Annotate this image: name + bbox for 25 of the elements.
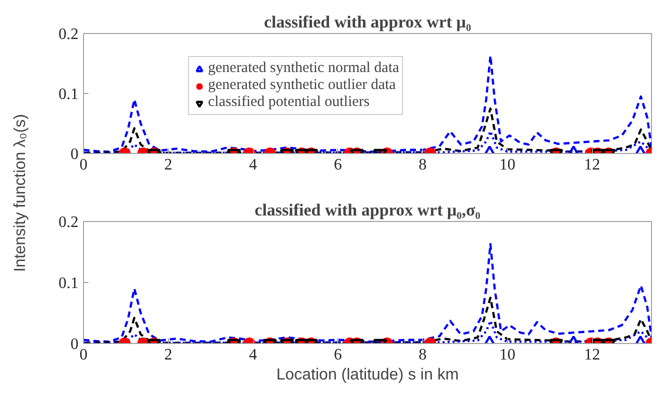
- legend-label: generated synthetic normal data: [208, 60, 400, 77]
- x-tick-label: 12: [584, 156, 600, 174]
- x-axis-title: Location (latitude) s in km: [276, 366, 459, 384]
- y-axis-title: Intensity function λ₀(s): [12, 114, 29, 272]
- chart-title: classified with approx wrt μ₀: [264, 12, 472, 32]
- legend-label: generated synthetic outlier data: [208, 77, 396, 94]
- y-tick-label: 0.1: [58, 86, 78, 103]
- x-tick-label: 4: [249, 156, 258, 174]
- legend-label: classified potential outliers: [208, 94, 370, 111]
- y-tick-label: 0.2: [58, 214, 78, 231]
- y-tick-label: 0: [70, 336, 78, 353]
- chart-title: classified with approx wrt μ₀,σ₀: [254, 200, 480, 220]
- x-tick-label: 4: [249, 346, 258, 364]
- x-tick-label: 8: [418, 156, 427, 174]
- x-tick-label: 6: [334, 156, 342, 174]
- y-tick-label: 0.1: [58, 275, 78, 292]
- x-tick-label: 10: [499, 346, 516, 364]
- x-tick-label: 2: [164, 156, 172, 174]
- y-tick-label: 0: [70, 146, 78, 163]
- x-tick-label: 8: [418, 346, 427, 364]
- x-tick-label: 2: [164, 346, 172, 364]
- x-tick-label: 10: [499, 156, 516, 174]
- y-tick-label: 0.2: [58, 26, 78, 43]
- x-tick-label: 6: [334, 346, 342, 364]
- x-tick-label: 12: [584, 346, 600, 364]
